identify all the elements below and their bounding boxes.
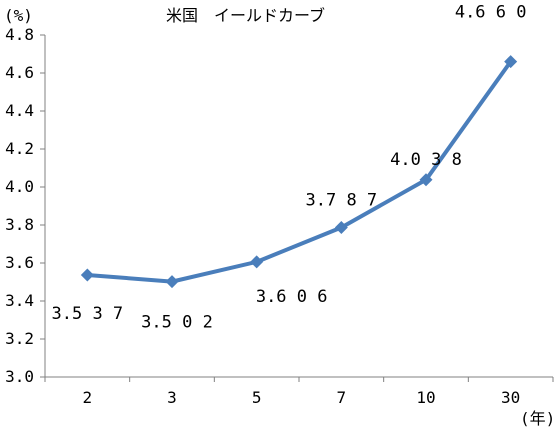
- y-tick-label: 4.6: [5, 63, 34, 82]
- data-point-marker: [165, 275, 179, 289]
- data-label: 4.0 3 8: [390, 150, 462, 170]
- x-tick-label: 2: [83, 388, 93, 407]
- y-unit-label: (%): [4, 6, 33, 25]
- x-axis-ticks: 2 3 5 7 10 30: [44, 377, 554, 407]
- x-tick-label: 5: [252, 388, 262, 407]
- y-tick-label: 3.4: [5, 291, 34, 310]
- series-line: [85, 59, 513, 284]
- y-tick-label: 4.0: [5, 177, 34, 196]
- y-tick-label: 4.8: [5, 25, 34, 44]
- data-point-marker: [250, 255, 264, 269]
- data-point-marker: [80, 268, 94, 282]
- x-tick-label: 3: [167, 388, 177, 407]
- data-label: 4.6 6 0: [455, 3, 527, 23]
- chart-title: 米国 イールドカーブ: [166, 6, 325, 25]
- y-tick-label: 4.2: [5, 139, 34, 158]
- y-tick-label: 3.2: [5, 329, 34, 348]
- y-tick-label: 3.8: [5, 215, 34, 234]
- y-axis-ticks: 3.0 3.2 3.4 3.6 3.8 4.0 4.2 4.4 4.6 4.8: [5, 25, 45, 386]
- y-tick-label: 3.0: [5, 367, 34, 386]
- x-tick-label: 10: [416, 388, 435, 407]
- data-label: 3.5 3 7: [52, 304, 124, 324]
- data-labels: 3.5 3 7 3.5 0 2 3.6 0 6 3.7 8 7 4.0 3 8 4.6 6…: [52, 3, 527, 333]
- series-line-group: [80, 55, 518, 289]
- y-tick-label: 3.6: [5, 253, 34, 272]
- x-tick-label: 30: [501, 388, 520, 407]
- y-tick-label: 4.4: [5, 101, 34, 120]
- data-point-marker: [504, 55, 518, 69]
- x-tick-label: 7: [337, 388, 347, 407]
- data-point-marker: [334, 220, 348, 234]
- x-unit-label: (年): [520, 409, 555, 428]
- data-point-marker: [419, 173, 433, 187]
- data-label: 3.6 0 6: [256, 287, 328, 307]
- chart-axes: [44, 35, 553, 378]
- data-label: 3.7 8 7: [306, 190, 378, 210]
- data-label: 3.5 0 2: [141, 313, 213, 333]
